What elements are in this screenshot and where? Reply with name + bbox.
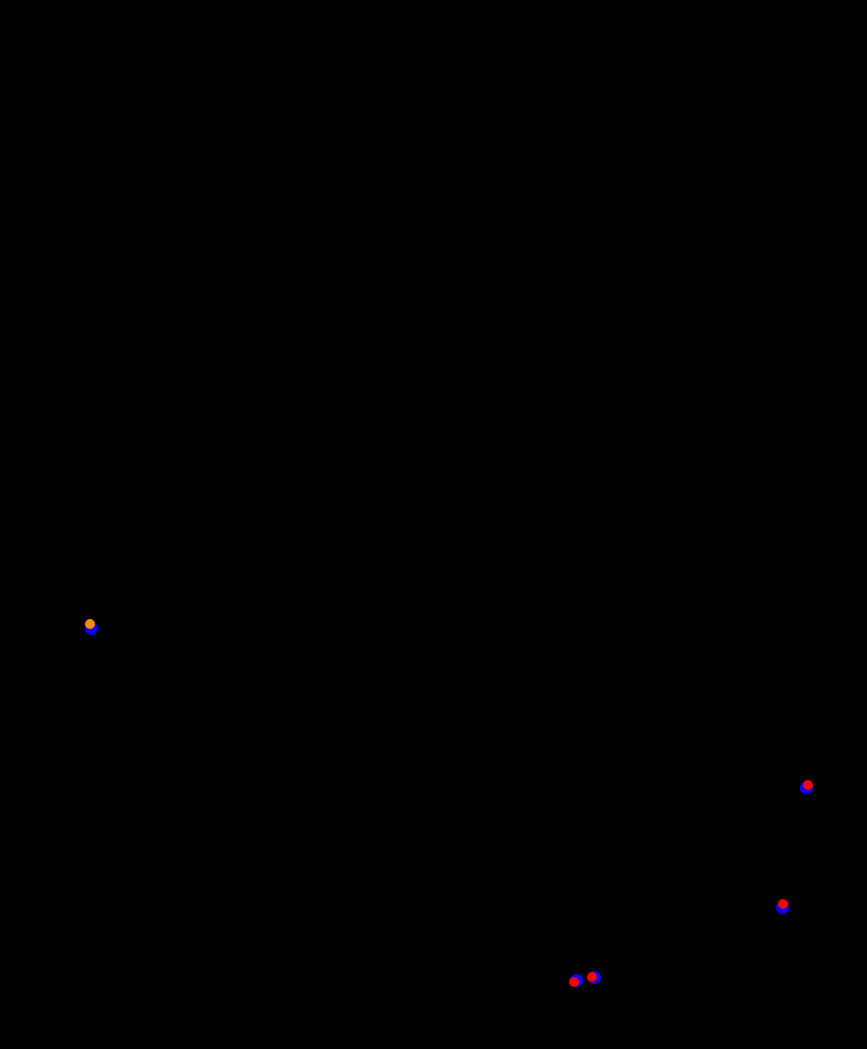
scatter-marker-front xyxy=(803,780,813,790)
scatter-marker-front xyxy=(85,619,95,629)
scatter-marker-front xyxy=(587,972,597,982)
scatter-marker-front xyxy=(778,899,788,909)
scatter-marker-front xyxy=(569,977,579,987)
